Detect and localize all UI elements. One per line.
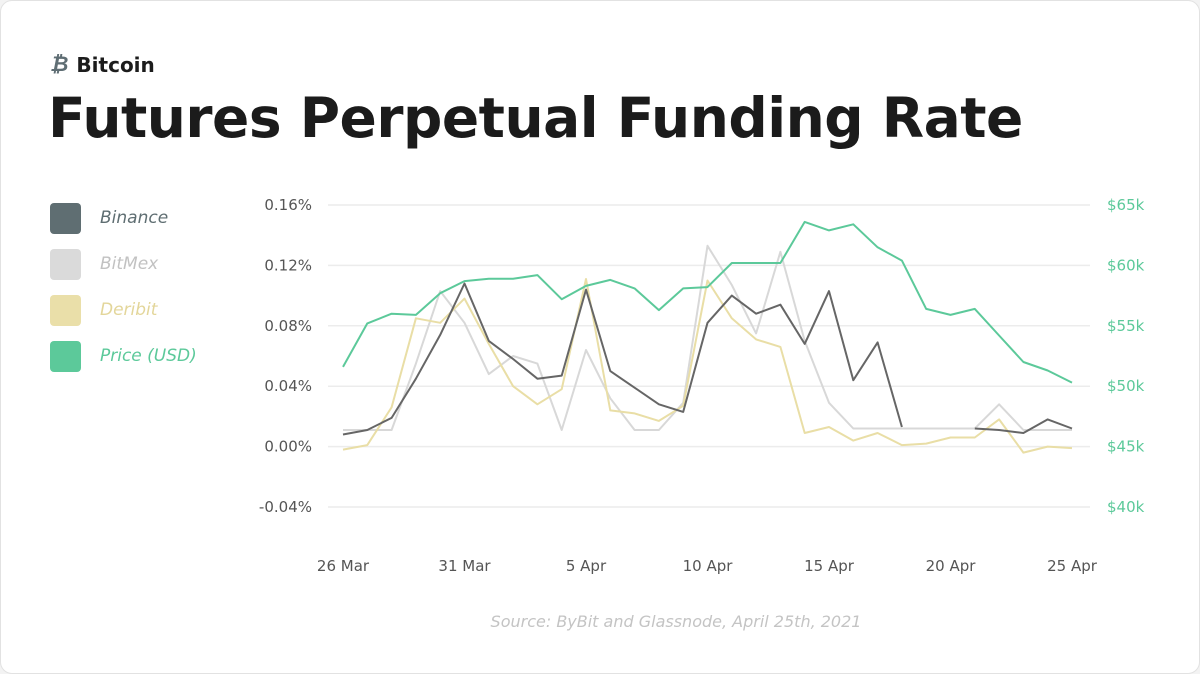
x-tick-label: 31 Mar	[438, 557, 491, 575]
legend-item: Binance	[50, 195, 197, 241]
y-right-tick-label: $65k	[1107, 196, 1145, 214]
y-right-tick-label: $45k	[1107, 438, 1145, 456]
y-right-tick-label: $60k	[1107, 256, 1145, 274]
legend-swatch	[50, 202, 81, 234]
series-line-binance	[342, 282, 903, 436]
y-right-tick-label: $55k	[1107, 317, 1145, 335]
x-tick-label: 10 Apr	[683, 557, 734, 575]
y-left-tick-label: 0.12%	[264, 256, 312, 274]
legend-item: Deribit	[50, 287, 197, 333]
kicker: ₿ Bitcoin	[50, 52, 155, 77]
y-left-tick-label: 0.00%	[264, 438, 312, 456]
legend-swatch	[50, 248, 81, 280]
x-tick-label: 20 Apr	[926, 557, 977, 575]
y-left-tick-label: 0.04%	[264, 377, 312, 395]
kicker-label: Bitcoin	[76, 52, 155, 77]
legend-label: BitMex	[100, 254, 159, 274]
series-line-deribit	[342, 278, 1073, 454]
legend-item: BitMex	[50, 241, 197, 287]
y-left-tick-label: 0.08%	[264, 317, 312, 335]
y-left-tick-label: -0.04%	[259, 498, 312, 516]
series-line-binance	[974, 418, 1073, 434]
legend: Binance BitMex Deribit Price (USD)	[50, 195, 197, 379]
series-line-price-usd	[342, 220, 1073, 384]
legend-swatch	[50, 340, 81, 372]
legend-label: Price (USD)	[100, 346, 197, 366]
legend-item: Price (USD)	[50, 333, 197, 379]
x-tick-label: 26 Mar	[317, 557, 370, 575]
bitcoin-icon: ₿	[50, 52, 69, 76]
series-line-bitmex	[343, 244, 1072, 431]
legend-swatch	[50, 294, 81, 326]
page-title: Futures Perpetual Funding Rate	[48, 86, 1023, 150]
x-tick-label: 15 Apr	[804, 557, 855, 575]
y-right-tick-label: $50k	[1107, 377, 1145, 395]
y-right-tick-label: $40k	[1107, 498, 1145, 516]
source-note: Source: ByBit and Glassnode, April 25th,…	[490, 612, 862, 631]
y-left-tick-label: 0.16%	[264, 196, 312, 214]
legend-label: Binance	[100, 208, 169, 228]
x-tick-label: 25 Apr	[1047, 557, 1098, 575]
legend-label: Deribit	[100, 300, 158, 320]
x-tick-label: 5 Apr	[566, 557, 607, 575]
